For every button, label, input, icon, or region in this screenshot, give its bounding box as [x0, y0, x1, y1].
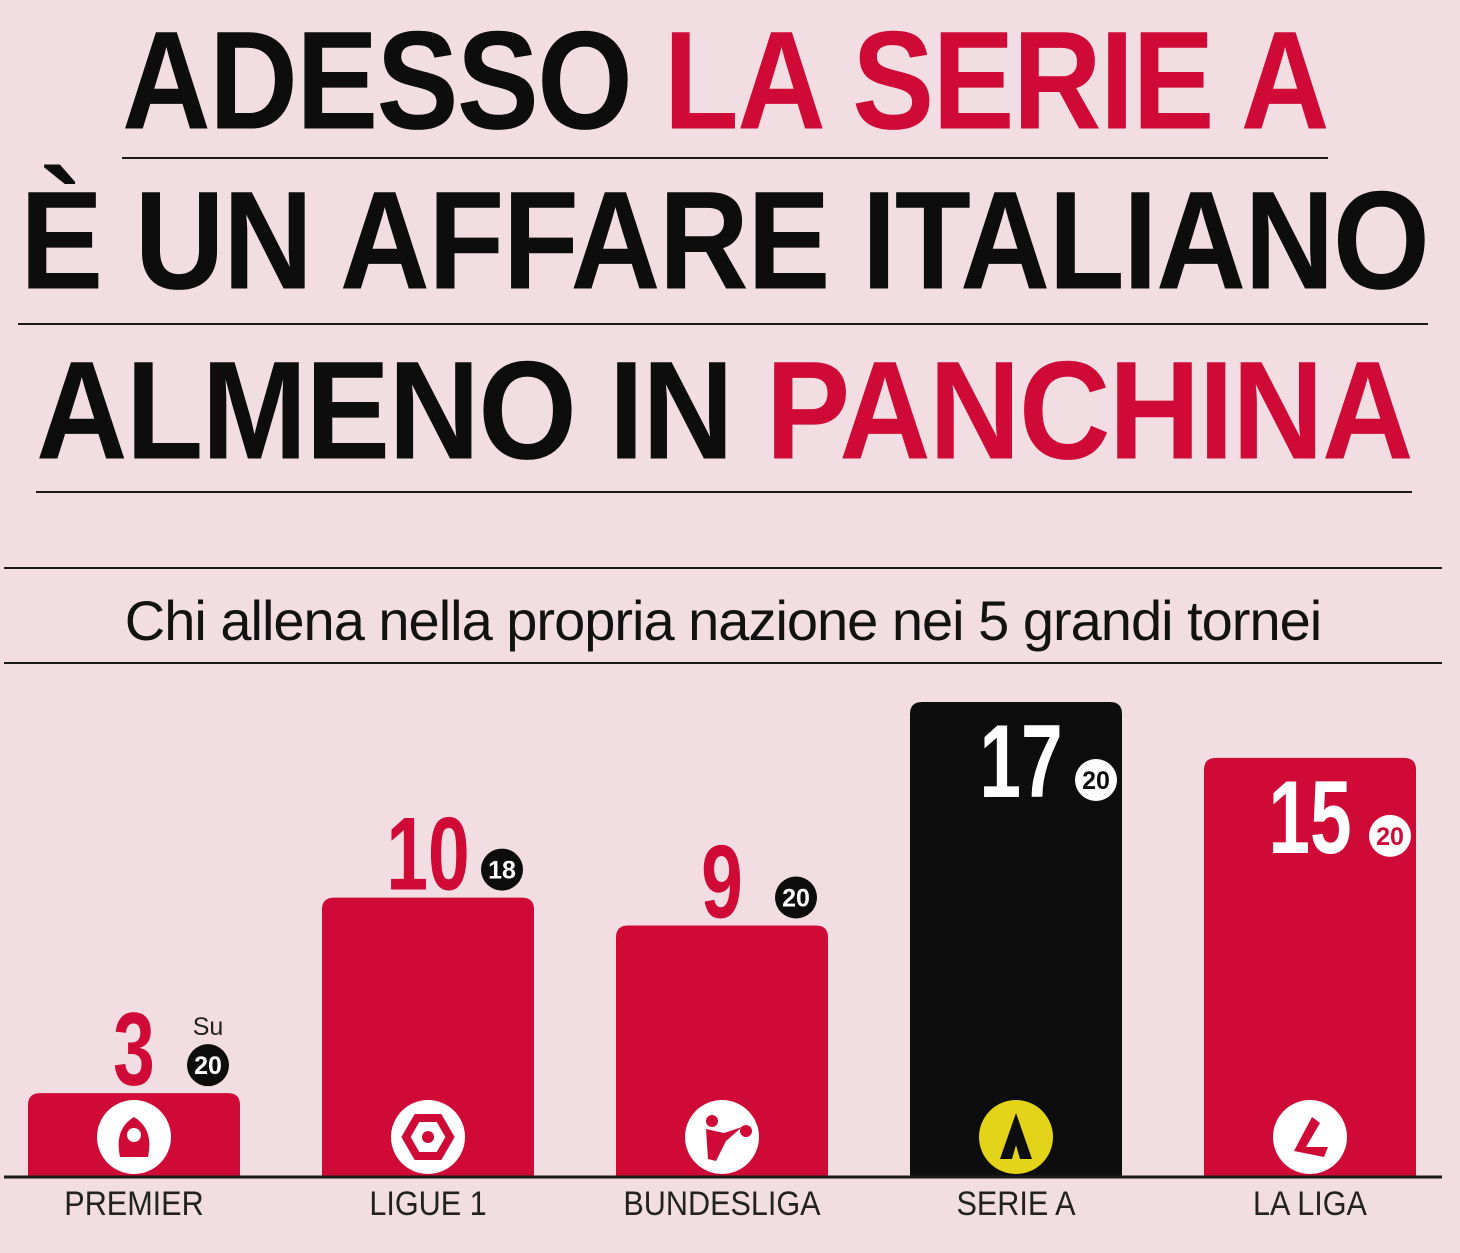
- total-prefix-label: Su: [193, 1013, 224, 1041]
- hexagon-icon: [401, 1113, 455, 1161]
- value-label-ligue-1: 10: [386, 797, 469, 913]
- total-badge-serie-a: [1075, 759, 1117, 801]
- bar-chart: 3 20 Su PREMIER 10 18 LIGUE 1 9 20 BUNDESLIGA 17 20…: [4, 702, 1442, 1223]
- category-label-premier: PREMIER: [64, 1185, 203, 1223]
- total-label-ligue-1: 18: [488, 857, 516, 885]
- lion-face-icon: [127, 1128, 141, 1142]
- headline-line-3: ALMENO IN PANCHINA: [36, 340, 1414, 480]
- headline-panchina: PANCHINA: [765, 331, 1414, 489]
- bar-ligue-1: [322, 897, 534, 1177]
- headline-rule-3: [36, 491, 1412, 493]
- la-liga-mark-icon: [1294, 1117, 1328, 1157]
- headline-rule-2: [18, 323, 1428, 325]
- total-label-la-liga: 20: [1376, 823, 1404, 851]
- category-label-ligue-1: LIGUE 1: [369, 1185, 486, 1223]
- total-badge-ligue-1: [481, 848, 523, 891]
- total-label-bundesliga: 20: [782, 885, 810, 913]
- category-label-bundesliga: BUNDESLIGA: [623, 1185, 821, 1223]
- player-head-icon: [706, 1115, 718, 1127]
- total-badge-bundesliga: [775, 876, 817, 919]
- headline-affare-italiano: È UN AFFARE ITALIANO: [20, 161, 1430, 319]
- total-badge-la-liga: [1369, 814, 1411, 857]
- headline-la-serie-a: LA SERIE A: [663, 1, 1330, 159]
- headline-adesso: ADESSO: [122, 1, 633, 159]
- headline-almeno-in: ALMENO IN: [36, 331, 734, 489]
- headline-rule-1: [122, 157, 1328, 159]
- headline-line-2: È UN AFFARE ITALIANO: [20, 170, 1430, 310]
- player-body-icon: [706, 1127, 742, 1161]
- value-label-la-liga: 15: [1268, 760, 1351, 876]
- hexagon-dot-icon: [422, 1131, 434, 1143]
- category-label-serie-a: SERIE A: [957, 1185, 1076, 1223]
- serie-a-letter-icon: [1000, 1113, 1032, 1159]
- category-label-la-liga: LA LIGA: [1253, 1185, 1367, 1223]
- ball-icon: [740, 1125, 752, 1137]
- bar-serie-a: [910, 702, 1122, 1177]
- chart-title: Chi allena nella propria nazione nei 5 g…: [124, 589, 1322, 652]
- value-label-premier: 3: [113, 992, 155, 1108]
- bar-bundesliga: [616, 925, 828, 1177]
- subtitle-rule-top: [4, 567, 1442, 569]
- subtitle-rule-bottom: [4, 662, 1442, 664]
- total-label-serie-a: 20: [1082, 767, 1110, 795]
- value-label-bundesliga: 9: [701, 825, 743, 941]
- total-badge-premier: [187, 1044, 229, 1087]
- bar-la-liga: [1204, 757, 1416, 1177]
- headline-line-1: ADESSO LA SERIE A: [122, 10, 1329, 150]
- total-label-premier: 20: [194, 1052, 222, 1080]
- value-label-serie-a: 17: [979, 704, 1062, 820]
